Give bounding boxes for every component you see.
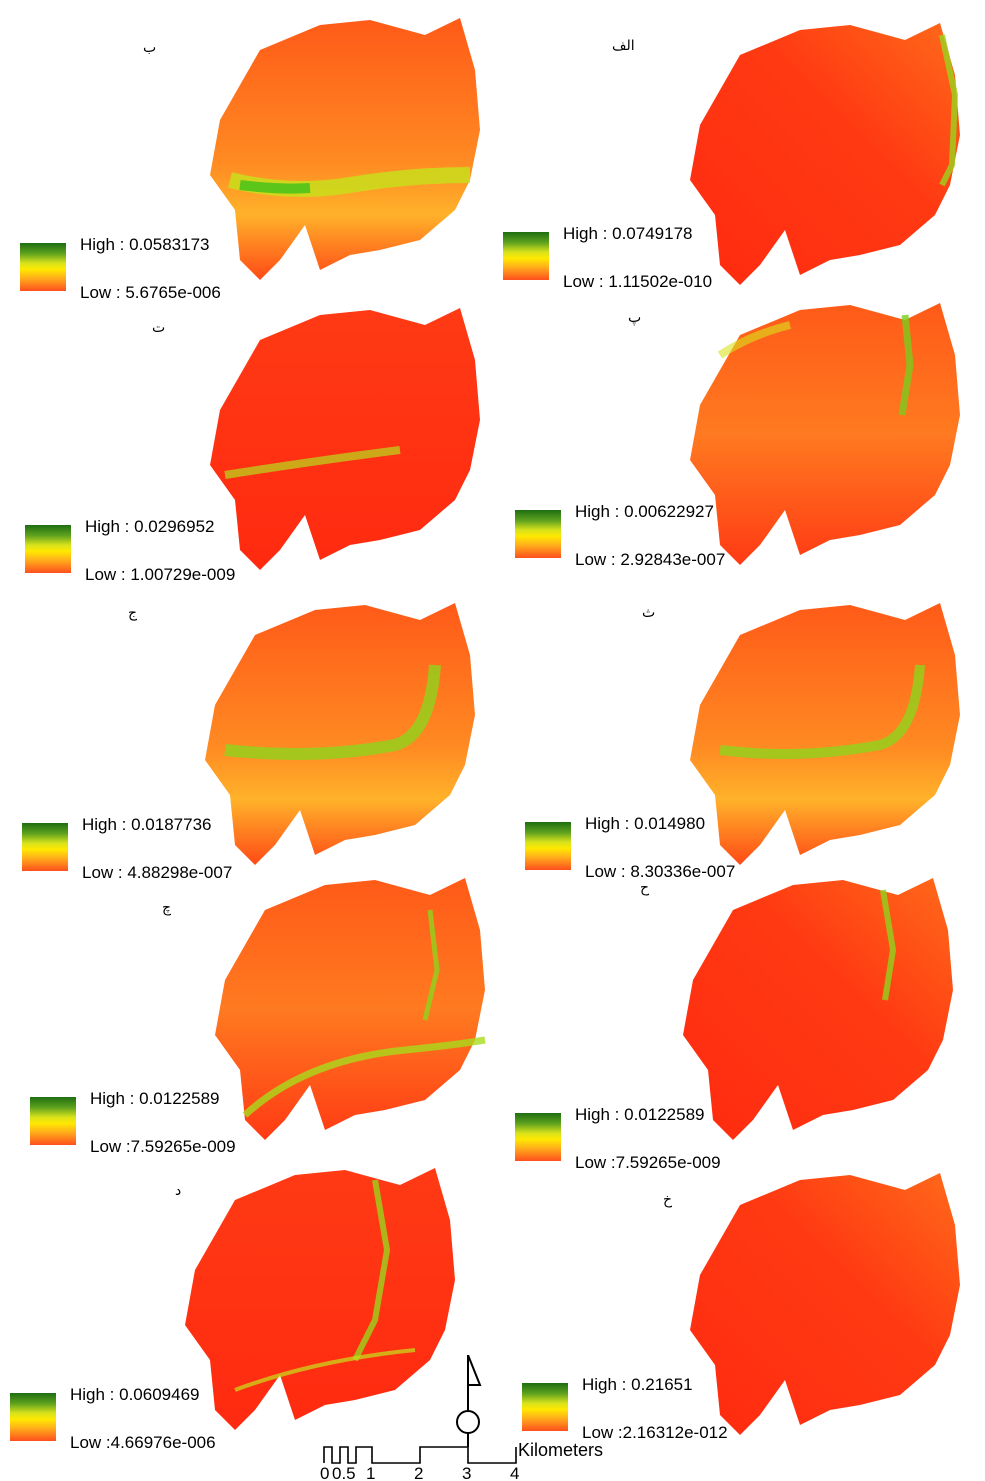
legend-se: High : 0.014980 Low : 8.30336e-007 bbox=[525, 812, 765, 882]
map-panel-pe bbox=[690, 303, 960, 565]
panel-letter: پ bbox=[628, 310, 642, 326]
legend-high: High : 0.0296952 bbox=[85, 517, 215, 536]
map-panel-te bbox=[210, 308, 480, 570]
scale-tick-label: 3 bbox=[462, 1464, 471, 1481]
legend-high: High : 0.21651 bbox=[582, 1375, 693, 1394]
legend-low: Low : 4.88298e-007 bbox=[82, 863, 233, 882]
legend-te: High : 0.0296952 Low : 1.00729e-009 bbox=[25, 515, 265, 585]
legend-low: Low : 2.92843e-007 bbox=[575, 550, 726, 569]
map-panel-b bbox=[210, 18, 480, 280]
panel-letter: ح bbox=[640, 880, 650, 896]
map-panel-he bbox=[683, 878, 953, 1140]
scale-bar-line bbox=[323, 1446, 517, 1464]
color-ramp bbox=[525, 822, 571, 870]
legend-high: High : 0.0122589 bbox=[575, 1105, 705, 1124]
color-ramp bbox=[522, 1383, 568, 1431]
panel-letter: خ bbox=[663, 1192, 673, 1208]
legend-alef: High : 0.0749178 Low : 1.11502e-010 bbox=[503, 222, 743, 292]
legend-low: Low : 8.30336e-007 bbox=[585, 862, 736, 881]
north-arrow-icon bbox=[456, 1355, 482, 1447]
map-panel-jim bbox=[205, 603, 475, 865]
map-panel-che bbox=[215, 878, 486, 1140]
color-ramp bbox=[20, 243, 66, 291]
panel-letter: د bbox=[175, 1183, 182, 1199]
color-ramp bbox=[515, 510, 561, 558]
panel-letter: الف bbox=[612, 38, 635, 54]
legend-pe: High : 0.00622927 Low : 2.92843e-007 bbox=[515, 500, 755, 570]
legend-che: High : 0.0122589 Low :7.59265e-009 bbox=[30, 1087, 270, 1157]
legend-low: Low : 1.11502e-010 bbox=[563, 272, 713, 291]
panel-letter: ث bbox=[642, 605, 656, 621]
legend-high: High : 0.0187736 bbox=[82, 815, 212, 834]
scale-tick-label: 0.5 bbox=[332, 1464, 356, 1481]
scale-tick-label: 2 bbox=[414, 1464, 423, 1481]
map-panel-se bbox=[690, 603, 960, 865]
color-ramp bbox=[25, 525, 71, 573]
panel-letter: چ bbox=[162, 900, 172, 916]
legend-low: Low : 5.6765e-006 bbox=[80, 283, 221, 302]
panel-letter: ب bbox=[143, 40, 157, 56]
scale-tick-label: 0 bbox=[320, 1464, 329, 1481]
legend-jim: High : 0.0187736 Low : 4.88298e-007 bbox=[22, 813, 262, 883]
legend-low: Low :4.66976e-006 bbox=[70, 1433, 216, 1452]
color-ramp bbox=[503, 232, 549, 280]
color-ramp bbox=[10, 1393, 56, 1441]
legend-khe: High : 0.21651 Low :2.16312e-012 bbox=[522, 1373, 762, 1443]
color-ramp bbox=[515, 1113, 561, 1161]
legend-low: Low :2.16312e-012 bbox=[582, 1423, 728, 1442]
panel-letter: ج bbox=[128, 605, 138, 621]
legend-he: High : 0.0122589 Low :7.59265e-009 bbox=[515, 1103, 755, 1173]
legend-high: High : 0.00622927 bbox=[575, 502, 714, 521]
legend-high: High : 0.0609469 bbox=[70, 1385, 200, 1404]
legend-low: Low :7.59265e-009 bbox=[90, 1137, 236, 1156]
panel-letter: ت bbox=[152, 320, 166, 336]
legend-high: High : 0.0749178 bbox=[563, 224, 693, 243]
scale-tick-label: 1 bbox=[366, 1464, 375, 1481]
legend-high: High : 0.0583173 bbox=[80, 235, 210, 254]
legend-dal: High : 0.0609469 Low :4.66976e-006 bbox=[10, 1383, 250, 1453]
scale-bar: Kilometers 0 0.5 1 2 3 4 bbox=[320, 1355, 603, 1481]
legend-high: High : 0.0122589 bbox=[90, 1089, 220, 1108]
legend-b: High : 0.0583173 Low : 5.6765e-006 bbox=[20, 233, 260, 303]
scale-unit: Kilometers bbox=[518, 1440, 603, 1460]
color-ramp bbox=[30, 1097, 76, 1145]
legend-high: High : 0.014980 bbox=[585, 814, 706, 833]
scale-tick-label: 4 bbox=[510, 1464, 519, 1481]
map-panel-dal bbox=[185, 1168, 455, 1430]
map-panel-alef bbox=[690, 23, 960, 285]
color-ramp bbox=[22, 823, 68, 871]
legend-low: Low : 1.00729e-009 bbox=[85, 565, 236, 584]
legend-low: Low :7.59265e-009 bbox=[575, 1153, 721, 1172]
